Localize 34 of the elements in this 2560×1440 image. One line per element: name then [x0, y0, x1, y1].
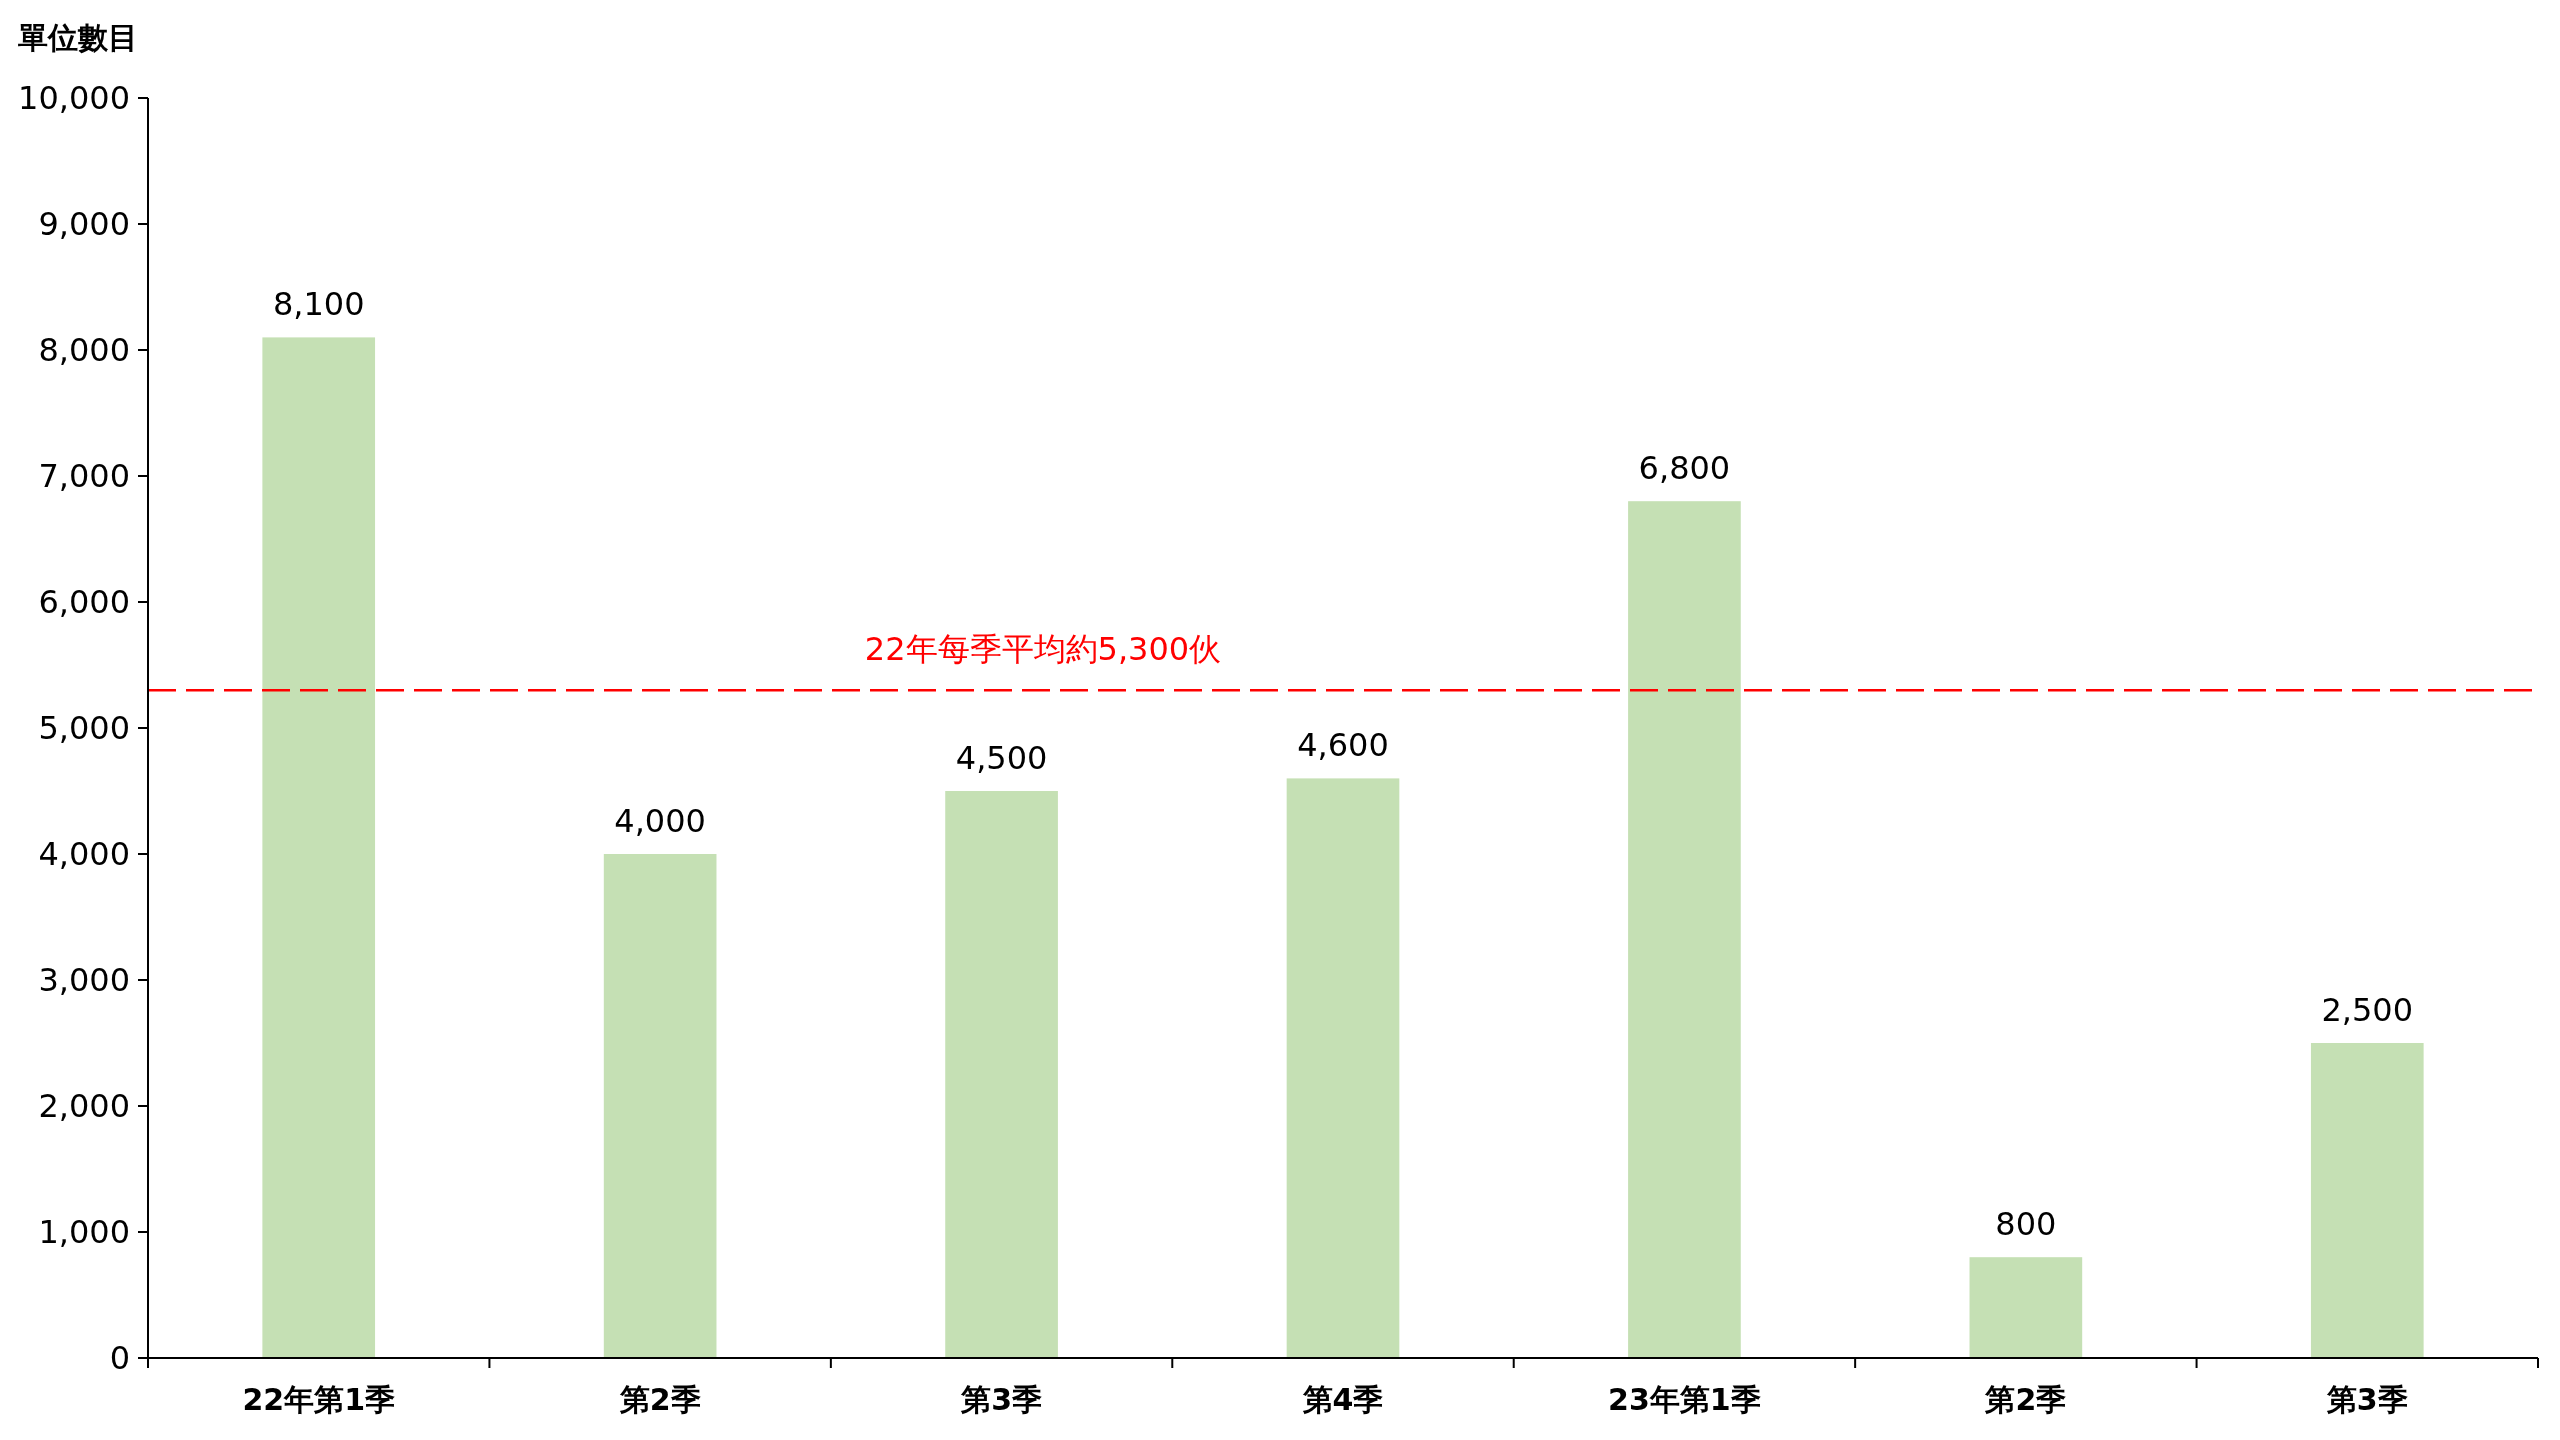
data-label: 8,100	[272, 285, 365, 324]
data-label: 4,600	[1297, 726, 1389, 765]
x-tick-label: 第2季	[1984, 1382, 2067, 1417]
data-label: 2,500	[2321, 991, 2414, 1029]
bar	[1286, 778, 1400, 1358]
bar	[262, 337, 376, 1358]
y-axis-title: 單位數目	[18, 20, 138, 55]
data-label: 4,500	[955, 739, 1048, 777]
y-tick-label: 0	[109, 1339, 130, 1378]
y-tick-label: 10,000	[18, 79, 130, 118]
y-tick-label: 7,000	[38, 457, 130, 496]
bar	[2310, 1043, 2424, 1358]
data-label: 800	[1995, 1205, 2057, 1244]
bar	[603, 854, 717, 1358]
y-tick-label: 4,000	[38, 835, 130, 874]
y-tick-label: 3,000	[38, 961, 130, 1000]
x-tick-label: 22年第1季	[242, 1382, 396, 1417]
data-label: 6,800	[1638, 449, 1731, 488]
y-tick-label: 6,000	[38, 583, 130, 622]
x-tick-label: 第2季	[618, 1382, 701, 1417]
ref-line-label: 22年每季平均約5,300伙	[864, 630, 1222, 669]
data-label: 4,000	[614, 802, 706, 840]
x-tick-label: 23年第1季	[1608, 1382, 1761, 1417]
y-tick-label: 9,000	[38, 205, 130, 244]
x-tick-label: 第3季	[960, 1382, 1043, 1417]
y-tick-label: 5,000	[38, 709, 130, 748]
bar	[945, 791, 1058, 1358]
y-tick-label: 2,000	[38, 1087, 130, 1126]
x-tick-label: 第3季	[2325, 1382, 2408, 1417]
y-tick-label: 1,000	[38, 1213, 130, 1252]
y-tick-label: 8,000	[38, 331, 130, 370]
bar	[1969, 1257, 2083, 1358]
bar	[1628, 501, 1741, 1358]
x-tick-label: 第4季	[1301, 1382, 1384, 1417]
